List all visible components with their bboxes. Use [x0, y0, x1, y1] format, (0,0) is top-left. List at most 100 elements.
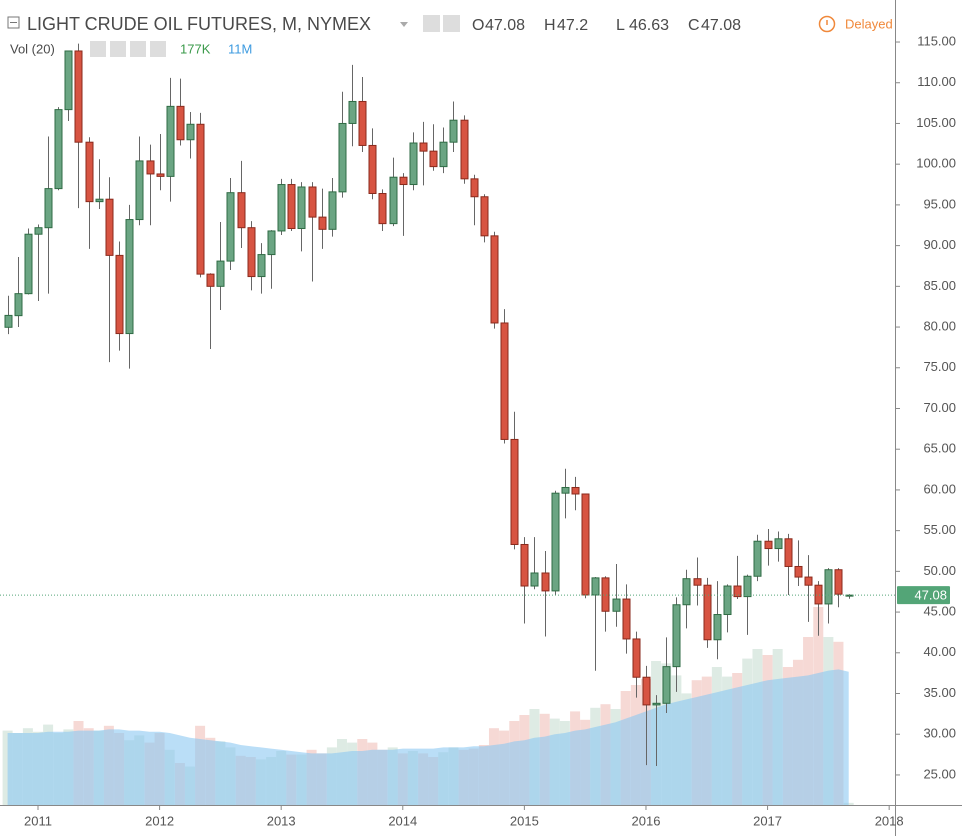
- y-tick-label: 60.00: [923, 481, 956, 496]
- y-tick-label: 80.00: [923, 318, 956, 333]
- collapse-icon[interactable]: [7, 16, 20, 29]
- candle-body: [186, 123, 195, 141]
- candle-body: [460, 119, 469, 180]
- y-tick-label: 90.00: [923, 237, 956, 252]
- candle-body: [693, 578, 702, 586]
- x-tick-label: 2017: [753, 813, 782, 828]
- candle-body: [44, 188, 53, 229]
- candle-body: [74, 50, 83, 143]
- candle-body: [784, 538, 793, 567]
- candle-body: [14, 293, 23, 317]
- candle-body: [318, 216, 327, 230]
- ohlc-letter: C: [688, 17, 700, 34]
- y-tick-label: 105.00: [916, 115, 956, 130]
- candle-body: [257, 254, 266, 278]
- ohlc-value: 47.08: [485, 17, 525, 34]
- x-tick-label: 2013: [267, 813, 296, 828]
- candle-body: [561, 486, 570, 494]
- candle-body: [156, 173, 165, 177]
- candle-body: [135, 160, 144, 221]
- candle-body: [581, 493, 590, 596]
- candle-body: [480, 196, 489, 237]
- last-price-box: [897, 586, 950, 605]
- volume-legend-label: Vol (20): [10, 41, 55, 56]
- candle-body: [328, 191, 337, 230]
- eye-icon[interactable]: [423, 15, 440, 32]
- candle-body: [85, 141, 94, 203]
- candle-body: [247, 227, 256, 278]
- ohlc-value: 47.08: [701, 17, 741, 34]
- candle-body: [743, 575, 752, 598]
- candle-body: [733, 585, 742, 598]
- candle-body: [368, 144, 377, 194]
- delayed-icon: [818, 15, 836, 33]
- candle-body: [713, 614, 722, 641]
- y-tick-label: 40.00: [923, 644, 956, 659]
- symbol-title: LIGHT CRUDE OIL FUTURES, M, NYMEX: [27, 14, 371, 34]
- ohlc-value: 46.63: [629, 17, 669, 34]
- x-tick-label: 2014: [388, 813, 417, 828]
- candle-body: [146, 160, 155, 175]
- y-tick-label: 30.00: [923, 726, 956, 741]
- y-tick-label: 25.00: [923, 766, 956, 781]
- candle-body: [378, 192, 387, 225]
- candle-body: [642, 676, 651, 706]
- candle-body: [64, 50, 73, 111]
- candle-body: [764, 540, 773, 550]
- x-tick-label: 2015: [510, 813, 539, 828]
- dropdown-icon[interactable]: [400, 22, 408, 27]
- y-tick-label: 35.00: [923, 685, 956, 700]
- candle-body: [794, 565, 803, 578]
- candle-body: [510, 438, 519, 545]
- volume-legend-value: 177K: [180, 41, 211, 56]
- ohlc-value: 47.2: [557, 17, 588, 34]
- candle-body: [206, 273, 215, 287]
- vol-add-icon[interactable]: [130, 41, 146, 57]
- candle-body: [419, 142, 428, 152]
- candle-body: [541, 572, 550, 592]
- vol-close-icon[interactable]: [150, 41, 166, 57]
- x-tick-label: 2018: [875, 813, 904, 828]
- candle-body: [166, 105, 175, 177]
- ohlc-letter: O: [472, 17, 484, 34]
- candle-body: [814, 584, 823, 605]
- candle-body: [105, 198, 114, 256]
- candle-body: [297, 186, 306, 230]
- candle-body: [176, 105, 185, 141]
- candle-body: [470, 178, 479, 198]
- candle-body: [358, 100, 367, 146]
- candle-body: [490, 235, 499, 324]
- candle-body: [4, 314, 13, 328]
- x-tick-label: 2016: [632, 813, 661, 828]
- candle-body: [520, 543, 529, 587]
- last-price-label: 47.08: [914, 588, 947, 603]
- candle-body: [774, 538, 783, 550]
- y-tick-label: 55.00: [923, 522, 956, 537]
- candle-body: [34, 227, 43, 235]
- y-tick-label: 110.00: [917, 74, 956, 89]
- candle-body: [622, 598, 631, 640]
- candle-body: [834, 569, 843, 595]
- candle-body: [429, 150, 438, 168]
- candle-layer: [4, 43, 854, 766]
- y-tick-label: 85.00: [923, 278, 956, 293]
- candle-body: [530, 572, 539, 587]
- vol-eye-icon[interactable]: [90, 41, 106, 57]
- candle-body: [24, 233, 33, 295]
- candle-body: [125, 219, 134, 335]
- candle-body: [409, 142, 418, 186]
- candle-body: [216, 260, 225, 287]
- header: LIGHT CRUDE OIL FUTURES, M, NYMEX Vol (2…: [7, 14, 893, 57]
- vol-settings-icon[interactable]: [110, 41, 126, 57]
- candle-body: [449, 119, 458, 143]
- volume-ma-area: [7, 669, 849, 805]
- settings-icon[interactable]: [443, 15, 460, 32]
- candle-body: [703, 584, 712, 641]
- candle-body: [308, 186, 317, 218]
- candle-body: [612, 598, 621, 612]
- candle-body: [226, 192, 235, 262]
- candle-body: [551, 492, 560, 592]
- candle-body: [399, 176, 408, 186]
- x-tick-label: 2011: [24, 813, 52, 828]
- y-tick-label: 70.00: [923, 400, 956, 415]
